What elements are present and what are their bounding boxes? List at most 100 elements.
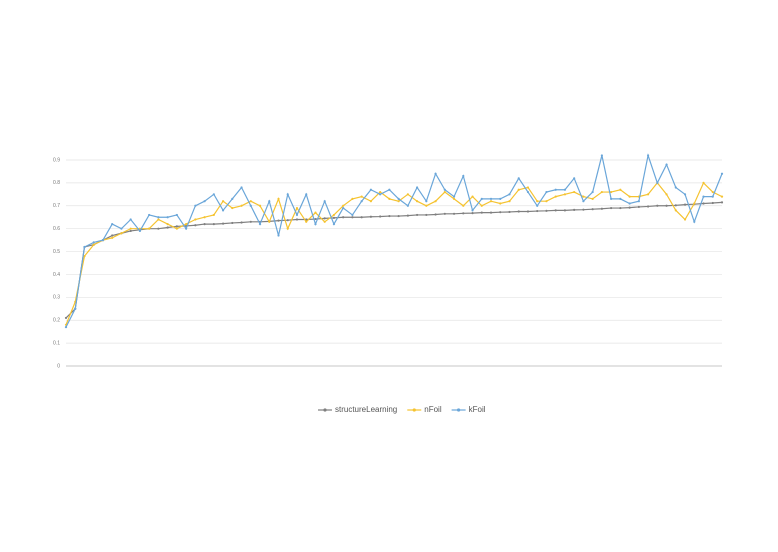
point [314,222,317,226]
point [711,195,714,198]
point [720,172,724,175]
point [397,214,400,218]
point [591,190,594,194]
y-tick-label: 0.3 [53,295,60,301]
legend-label: structureLearning [335,405,397,414]
point [295,206,299,210]
point [74,307,77,310]
point [582,195,585,198]
point [111,222,114,226]
point [342,206,345,210]
point [425,213,428,217]
point [83,245,86,249]
point [129,218,132,221]
point [443,188,446,191]
point [240,186,243,189]
point [111,236,114,239]
point [582,200,585,203]
point [499,202,502,205]
point [665,193,668,196]
point [212,222,215,226]
legend-label: kFoil [469,405,486,414]
point [526,210,530,213]
point [674,209,677,212]
point [388,197,391,201]
point [480,204,483,207]
point [693,202,696,205]
point [471,195,474,198]
y-tick-label: 0.2 [53,318,60,324]
point [323,220,326,223]
point [545,190,548,194]
point [600,154,603,157]
y-tick-label: 0.1 [53,340,60,346]
point [526,186,530,189]
point [683,218,687,221]
point [415,200,419,203]
point [563,209,567,212]
point [600,190,603,194]
legend-marker [412,408,416,412]
point [212,213,215,217]
point [342,204,345,207]
point [323,200,326,203]
point [157,227,160,230]
point [489,197,493,201]
point [628,202,631,205]
point [702,195,705,198]
point [720,195,724,198]
point [249,200,252,203]
point [628,206,631,209]
point [138,229,142,233]
legend-label: nFoil [424,405,442,414]
point [545,209,548,212]
series-line [65,181,723,326]
point [360,200,363,203]
point [489,211,493,214]
point [656,181,659,184]
point [120,232,123,235]
point [656,204,659,207]
point [194,218,197,221]
point [203,222,206,226]
point [480,197,483,201]
point [591,208,594,211]
point [610,206,613,210]
point [157,216,160,219]
point [554,188,557,191]
point [379,215,382,218]
point [406,214,409,217]
point [462,204,465,207]
point [286,219,289,222]
point [332,216,336,220]
point [194,224,197,227]
point [342,216,345,219]
point [526,190,530,194]
point [674,186,677,189]
point [665,163,668,166]
point [64,316,68,320]
point [443,212,446,215]
point [415,186,419,189]
point [536,204,539,207]
point [554,209,557,212]
point [499,197,502,201]
point [175,213,178,217]
point [425,200,428,203]
point [452,197,456,201]
point [258,204,262,207]
point [720,201,724,204]
point [517,210,520,213]
point [129,227,132,230]
point [573,190,576,194]
point [563,188,567,191]
point [434,213,437,216]
point [221,209,225,212]
point [240,204,243,207]
point [92,243,95,246]
point [305,193,308,196]
point [231,221,234,225]
point [369,188,373,191]
point [545,200,548,203]
point [674,204,677,207]
